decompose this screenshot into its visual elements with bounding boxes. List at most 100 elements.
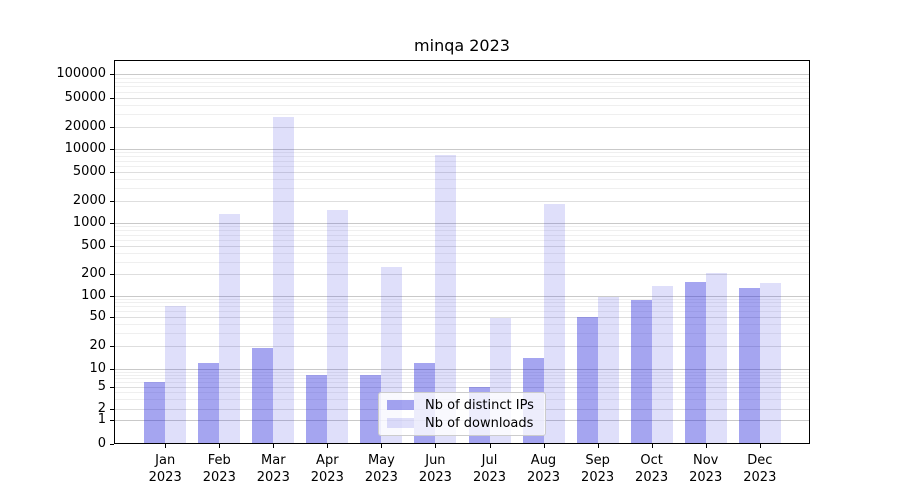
- y-tick-mark: [110, 97, 114, 99]
- legend-item-distinct-ips: Nb of distinct IPs: [387, 398, 537, 413]
- y-tick-label: 1000: [72, 214, 106, 230]
- y-tick-label: 5: [97, 379, 106, 394]
- minor-gridline: [115, 306, 809, 308]
- bar-distinct-ips: [252, 347, 274, 443]
- x-tick-label-line: Mar: [261, 453, 286, 468]
- y-tick-label: 500: [81, 238, 106, 253]
- x-tick-label-line: May: [367, 453, 395, 468]
- y-tick-label: 100: [81, 287, 106, 303]
- bar-downloads: [651, 286, 673, 443]
- x-tick-label-line: Oct: [640, 453, 663, 468]
- y-tick-label: 50000: [64, 89, 106, 105]
- y-tick-mark: [110, 420, 114, 421]
- y-tick-mark: [110, 246, 114, 247]
- x-tick-label-line: 2023: [472, 470, 507, 485]
- minor-gridline: [115, 81, 809, 83]
- x-tick-label-line: Jan: [155, 453, 176, 468]
- y-tick-label: 100000: [56, 65, 106, 81]
- x-tick-label-line: 2023: [310, 470, 344, 485]
- minor-gridline: [115, 230, 809, 232]
- x-tick-label-line: 2023: [418, 470, 452, 485]
- bar-downloads: [435, 154, 457, 443]
- major-gridline: [115, 200, 809, 202]
- x-tick-label: Apr 2023: [300, 452, 354, 486]
- x-tick-label-line: Jul: [481, 453, 498, 468]
- minor-gridline: [115, 160, 809, 162]
- minor-gridline: [115, 239, 809, 241]
- bar-downloads: [273, 117, 295, 443]
- minor-gridline: [115, 332, 809, 334]
- x-tick-label-line: Feb: [207, 453, 231, 468]
- bar-distinct-ips: [198, 363, 220, 443]
- x-tick-label-line: 2023: [743, 470, 777, 485]
- y-tick-mark: [110, 369, 114, 370]
- y-tick-mark: [110, 222, 114, 224]
- x-tick-mark: [219, 444, 221, 448]
- minor-gridline: [115, 298, 809, 300]
- y-tick-mark: [110, 200, 114, 202]
- x-tick-mark: [489, 444, 491, 448]
- bar-downloads: [705, 273, 727, 443]
- y-tick-label: 2000: [72, 192, 106, 208]
- y-tick-label: 200: [81, 266, 106, 281]
- bar-downloads: [165, 306, 187, 443]
- x-tick-label-line: 2023: [148, 470, 182, 485]
- y-tick-mark: [110, 387, 114, 388]
- x-tick-mark: [327, 444, 329, 448]
- y-tick-mark: [110, 148, 114, 150]
- major-gridline: [115, 295, 809, 297]
- x-tick-mark: [435, 444, 437, 448]
- minor-gridline: [115, 114, 809, 115]
- x-tick-label: Oct 2023: [625, 452, 679, 486]
- x-tick-mark: [543, 444, 545, 448]
- y-tick-mark: [110, 443, 114, 445]
- x-tick-label: Jun 2023: [408, 452, 462, 486]
- minor-gridline: [115, 252, 809, 254]
- x-tick-label-line: Dec: [747, 453, 773, 468]
- major-gridline: [115, 346, 809, 347]
- y-tick-label: 50: [89, 308, 106, 324]
- y-tick-label: 10: [89, 361, 106, 376]
- x-tick-label-line: 2023: [581, 470, 615, 485]
- y-tick-label: 20000: [64, 118, 106, 134]
- bar-distinct-ips: [144, 382, 166, 443]
- legend-swatch-distinct-ips: [387, 400, 414, 410]
- minor-gridline: [115, 302, 809, 304]
- minor-gridline: [115, 187, 809, 189]
- x-tick-label-line: Nov: [693, 453, 719, 468]
- y-tick-mark: [110, 295, 114, 297]
- y-tick-mark: [110, 73, 114, 75]
- x-tick-label: Nov 2023: [679, 452, 733, 486]
- x-tick-label: Aug 2023: [517, 452, 571, 486]
- x-tick-label: May 2023: [354, 452, 408, 486]
- x-tick-label-line: 2023: [526, 470, 561, 485]
- x-tick-label: Mar 2023: [246, 452, 300, 486]
- minor-gridline: [115, 152, 809, 154]
- x-tick-label-line: 2023: [202, 470, 236, 485]
- y-tick-mark: [110, 316, 114, 318]
- minor-gridline: [115, 91, 809, 93]
- y-tick-label: 5000: [72, 163, 106, 179]
- minor-gridline: [115, 178, 809, 180]
- minor-gridline: [115, 156, 809, 158]
- chart-title: minqa 2023: [414, 36, 510, 55]
- minor-gridline: [115, 86, 809, 88]
- bar-downloads: [327, 209, 349, 443]
- y-tick-mark: [110, 274, 114, 275]
- major-gridline: [115, 246, 809, 247]
- x-tick-label: Feb 2023: [192, 452, 246, 486]
- y-tick-mark: [110, 346, 114, 347]
- bar-distinct-ips: [360, 374, 382, 443]
- minor-gridline: [115, 226, 809, 228]
- y-tick-label: 1: [97, 412, 106, 427]
- major-gridline: [115, 274, 809, 275]
- major-gridline: [115, 387, 809, 388]
- minor-gridline: [115, 261, 809, 263]
- y-tick-mark: [110, 171, 114, 173]
- x-tick-mark: [651, 444, 653, 448]
- x-tick-label-line: Apr: [316, 453, 339, 468]
- minor-gridline: [115, 323, 809, 325]
- x-tick-label-line: Sep: [585, 453, 610, 468]
- minor-gridline: [115, 374, 809, 376]
- bar-distinct-ips: [306, 374, 328, 443]
